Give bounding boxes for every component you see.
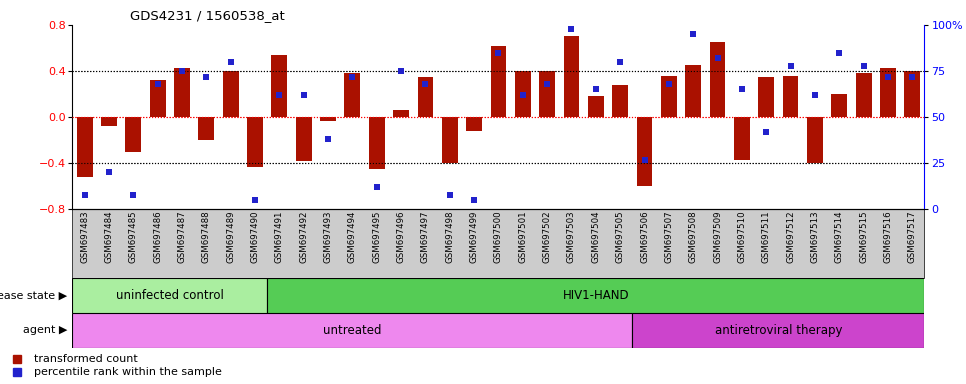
Point: [467, 197, 482, 203]
Point: [417, 81, 433, 87]
Point: [612, 59, 628, 65]
Bar: [782, 76, 799, 117]
Bar: [588, 96, 604, 117]
Bar: [807, 117, 823, 163]
Bar: [904, 71, 921, 117]
Bar: [491, 46, 506, 117]
Point: [150, 81, 165, 87]
Bar: [515, 71, 530, 117]
Point: [393, 68, 409, 74]
Point: [808, 92, 823, 98]
Bar: [174, 68, 190, 117]
Bar: [417, 77, 434, 117]
Bar: [223, 71, 239, 117]
Point: [758, 129, 774, 135]
Point: [199, 73, 214, 79]
Bar: [345, 73, 360, 117]
Point: [345, 73, 360, 79]
Bar: [320, 117, 336, 121]
Point: [369, 184, 384, 190]
Bar: [198, 117, 214, 140]
Bar: [268, 278, 924, 313]
Bar: [832, 94, 847, 117]
Bar: [612, 85, 628, 117]
Bar: [710, 42, 725, 117]
Bar: [441, 117, 458, 163]
Text: HIV1-HAND: HIV1-HAND: [562, 289, 629, 302]
Bar: [72, 278, 268, 313]
Point: [223, 59, 239, 65]
Point: [296, 92, 311, 98]
Bar: [150, 80, 165, 117]
Text: untreated: untreated: [324, 324, 382, 337]
Bar: [685, 65, 701, 117]
Bar: [393, 110, 409, 117]
Bar: [734, 117, 750, 160]
Point: [880, 73, 895, 79]
Bar: [76, 117, 93, 177]
Point: [686, 31, 701, 37]
Bar: [637, 117, 652, 186]
Point: [539, 81, 554, 87]
Point: [782, 63, 798, 69]
Text: uninfected control: uninfected control: [116, 289, 224, 302]
Point: [904, 73, 920, 79]
Bar: [126, 117, 141, 152]
Text: disease state ▶: disease state ▶: [0, 291, 68, 301]
Point: [710, 55, 725, 61]
Bar: [271, 55, 287, 117]
Bar: [633, 313, 924, 348]
Bar: [758, 77, 774, 117]
Point: [491, 50, 506, 56]
Bar: [880, 68, 895, 117]
Bar: [467, 117, 482, 131]
Bar: [369, 117, 384, 169]
Text: GDS4231 / 1560538_at: GDS4231 / 1560538_at: [130, 9, 285, 22]
Point: [564, 26, 580, 32]
Point: [515, 92, 530, 98]
Text: agent ▶: agent ▶: [23, 325, 68, 335]
Text: transformed count: transformed count: [34, 354, 137, 364]
Point: [271, 92, 287, 98]
Point: [442, 192, 458, 198]
Bar: [563, 36, 580, 117]
Point: [661, 81, 676, 87]
Bar: [856, 73, 871, 117]
Point: [77, 192, 93, 198]
Point: [637, 156, 652, 162]
Bar: [539, 71, 555, 117]
Bar: [72, 313, 633, 348]
Point: [588, 86, 604, 93]
Bar: [661, 76, 677, 117]
Point: [247, 197, 263, 203]
Point: [126, 192, 141, 198]
Text: percentile rank within the sample: percentile rank within the sample: [34, 367, 221, 377]
Point: [321, 136, 336, 142]
Bar: [101, 117, 117, 126]
Point: [856, 63, 871, 69]
Point: [832, 50, 847, 56]
Point: [174, 68, 189, 74]
Point: [101, 169, 117, 175]
Text: antiretroviral therapy: antiretroviral therapy: [715, 324, 842, 337]
Point: [734, 86, 750, 93]
Bar: [247, 117, 263, 167]
Bar: [296, 117, 312, 161]
